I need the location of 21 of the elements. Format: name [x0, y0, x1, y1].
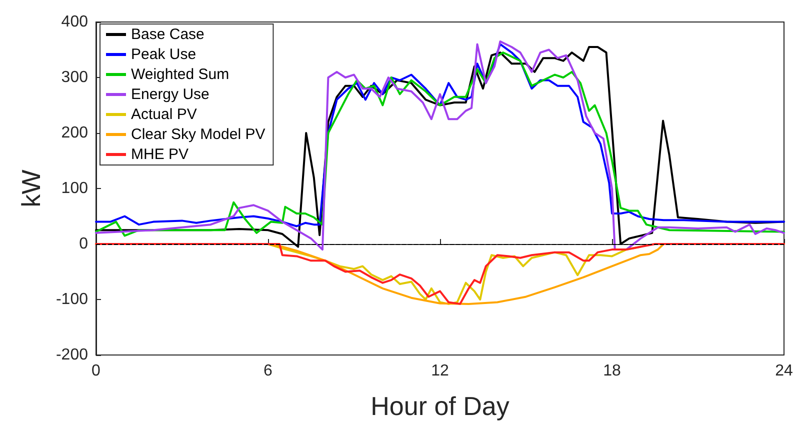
x-tick-label: 0: [92, 362, 101, 380]
y-tick-label: 100: [61, 180, 88, 197]
legend-label: Weighted Sum: [131, 66, 230, 83]
y-tick-label: 200: [61, 124, 88, 142]
y-tick-label: 300: [61, 69, 88, 86]
y-tick-label: 400: [61, 14, 88, 30]
y-tick-label: 0: [79, 236, 88, 252]
legend-label: Actual PV: [131, 106, 197, 123]
x-tick-label: 18: [603, 362, 621, 380]
legend-label: Peak Use: [131, 46, 196, 63]
x-tick-label: 12: [431, 362, 449, 380]
y-axis-title: kW: [16, 169, 46, 208]
x-tick-label: 6: [264, 362, 273, 380]
y-tick-label: -100: [56, 291, 88, 308]
x-axis-title: Hour of Day: [370, 391, 510, 421]
legend-label: Base Case: [131, 26, 204, 43]
legend-label: Energy Use: [131, 86, 210, 103]
y-tick-label: -200: [56, 346, 88, 364]
x-tick-label: 24: [775, 362, 793, 380]
legend-label: Clear Sky Model PV: [131, 126, 266, 143]
legend-label: MHE PV: [131, 146, 189, 163]
